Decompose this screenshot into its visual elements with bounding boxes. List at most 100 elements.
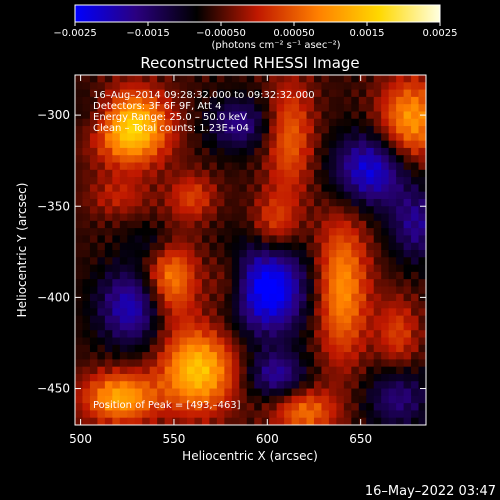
heatmap-cell <box>134 373 143 382</box>
heatmap-cell <box>149 250 158 258</box>
heatmap-cell <box>261 89 270 98</box>
heatmap-cell <box>328 177 337 185</box>
heatmap-cell <box>276 96 285 105</box>
heatmap-cell <box>366 235 375 244</box>
heatmap-cell <box>187 286 196 295</box>
heatmap-cell <box>112 395 121 404</box>
heatmap-cell <box>187 242 196 251</box>
heatmap-cell <box>239 271 248 280</box>
heatmap-cell <box>299 381 308 390</box>
heatmap-cell <box>187 352 196 360</box>
heatmap-cell <box>328 213 337 222</box>
heatmap-cell <box>239 140 248 149</box>
heatmap-cell <box>187 155 196 164</box>
heatmap-cell <box>149 111 158 120</box>
heatmap-cell <box>142 206 151 215</box>
heatmap-cell <box>89 206 99 215</box>
heatmap-cell <box>112 177 121 185</box>
heatmap-cell <box>403 147 412 156</box>
heatmap-cell <box>351 169 360 178</box>
heatmap-cell <box>261 352 270 360</box>
heatmap-cell <box>388 381 397 390</box>
heatmap-cell <box>127 111 136 120</box>
heatmap-cell <box>149 337 158 346</box>
heatmap-cell <box>134 330 143 339</box>
heatmap-cell <box>411 388 420 397</box>
heatmap-cell <box>254 198 263 207</box>
x-tick-label: 550 <box>162 432 185 446</box>
heatmap-cell <box>239 366 248 375</box>
heatmap-cell <box>261 337 270 346</box>
heatmap-cell <box>291 220 300 229</box>
heatmap-cell <box>411 133 420 142</box>
heatmap-cell <box>187 147 196 156</box>
heatmap-cell <box>157 235 166 244</box>
heatmap-cell <box>358 184 367 193</box>
heatmap-cell <box>291 359 300 368</box>
heatmap-cell <box>179 322 188 331</box>
heatmap-cell <box>82 206 91 215</box>
heatmap-cell <box>172 286 181 295</box>
heatmap-cell <box>328 301 337 309</box>
heatmap-cell <box>187 337 196 346</box>
heatmap-cell <box>343 133 352 142</box>
heatmap-cell <box>119 308 128 317</box>
heatmap-cell <box>209 147 218 156</box>
heatmap-cell <box>75 330 84 339</box>
heatmap-cell <box>246 177 255 185</box>
heatmap-cell <box>142 366 151 375</box>
heatmap-cell <box>157 184 166 193</box>
heatmap-cell <box>276 220 285 229</box>
heatmap-cell <box>366 191 375 200</box>
heatmap-cell <box>313 403 323 412</box>
heatmap-cell <box>179 82 188 91</box>
heatmap-cell <box>104 140 113 149</box>
heatmap-cell <box>149 257 158 266</box>
heatmap-cell <box>351 147 360 156</box>
heatmap-cell <box>366 104 375 113</box>
heatmap-cell <box>149 82 158 91</box>
heatmap-cell <box>82 315 91 324</box>
heatmap-cell <box>179 133 188 142</box>
heatmap-cell <box>321 162 330 171</box>
heatmap-cell <box>246 228 255 237</box>
heatmap-cell <box>97 235 106 244</box>
heatmap-cell <box>403 271 412 280</box>
heatmap-cell <box>299 126 308 134</box>
heatmap-cell <box>403 155 412 164</box>
heatmap-cell <box>179 373 188 382</box>
heatmap-cell <box>396 75 405 83</box>
heatmap-cell <box>112 301 121 309</box>
heatmap-cell <box>179 191 188 200</box>
heatmap-cell <box>187 235 196 244</box>
heatmap-cell <box>351 118 360 127</box>
heatmap-cell <box>164 118 173 127</box>
heatmap-cell <box>134 198 143 207</box>
annotation-method: Clean – Total counts: 1.23E+04 <box>93 123 249 134</box>
heatmap-cell <box>381 381 390 390</box>
heatmap-cell <box>411 352 420 360</box>
heatmap-cell <box>358 315 367 324</box>
heatmap-cell <box>239 177 248 185</box>
heatmap-cell <box>254 155 263 164</box>
heatmap-cell <box>104 308 113 317</box>
heatmap-cell <box>172 279 181 288</box>
heatmap-cell <box>112 315 121 324</box>
heatmap-cell <box>411 373 420 382</box>
heatmap-cell <box>112 213 121 222</box>
heatmap-cell <box>396 315 405 324</box>
heatmap-cell <box>134 301 143 309</box>
heatmap-cell <box>246 206 255 215</box>
heatmap-cell <box>172 417 181 425</box>
heatmap-cell <box>299 133 308 142</box>
heatmap-cell <box>134 96 143 105</box>
heatmap-cell <box>246 89 255 98</box>
heatmap-cell <box>284 279 293 288</box>
heatmap-cell <box>142 228 151 237</box>
heatmap-cell <box>269 417 278 425</box>
heatmap-cell <box>209 403 218 412</box>
heatmap-cell <box>157 279 166 288</box>
heatmap-cell <box>396 235 405 244</box>
heatmap-cell <box>97 250 106 258</box>
heatmap-cell <box>75 155 84 164</box>
